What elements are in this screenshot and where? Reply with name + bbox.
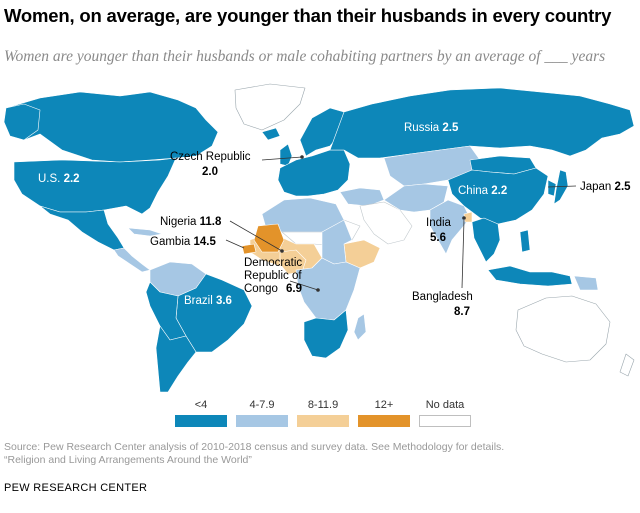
indonesia-shape — [487, 265, 573, 287]
middle-east-shape — [359, 201, 413, 245]
southern-cone-shape — [155, 325, 197, 393]
legend-swatch — [236, 415, 288, 427]
caribbean-shape — [127, 227, 163, 237]
label-gambia: Gambia 14.5 — [150, 236, 216, 248]
legend-label: No data — [425, 399, 465, 411]
world-map: Russia 2.5 Czech Republic 2.0 U.S. 2.2 C… — [3, 83, 635, 393]
bangladesh-marker — [462, 216, 466, 220]
png-shape — [573, 275, 599, 291]
bangladesh-leader-line — [461, 219, 465, 289]
russia-shape — [329, 87, 635, 159]
canada-shape — [5, 91, 219, 163]
uk-shape — [279, 143, 293, 167]
greenland-shape — [234, 83, 306, 131]
gambia-leader-line — [225, 239, 245, 249]
label-czech-value: 2.0 — [202, 166, 218, 178]
west-africa-12plus-shape — [253, 223, 285, 253]
legend-item-4-7: 4-7.9 — [236, 398, 288, 427]
korea-shape — [547, 179, 557, 197]
drc-marker — [316, 288, 320, 292]
japan-shape — [553, 169, 569, 205]
alaska-shape — [3, 103, 41, 141]
label-bangladesh-name: Bangladesh — [412, 291, 473, 303]
legend-swatch — [297, 415, 349, 427]
china-shape — [447, 167, 549, 225]
legend-item-12plus: 12+ — [358, 398, 410, 427]
gambia-shape — [241, 243, 257, 255]
label-bangladesh-value: 8.7 — [454, 306, 470, 318]
legend-swatch — [358, 415, 410, 427]
source-line-2: “Religion and Living Arrangements Around… — [4, 454, 252, 466]
label-nigeria: Nigeria 11.8 — [160, 216, 222, 228]
source-line-1: Source: Pew Research Center analysis of … — [4, 441, 505, 453]
label-russia: Russia 2.5 — [404, 122, 459, 134]
chart-title: Women, on average, are younger than thei… — [4, 5, 612, 26]
southern-africa-shape — [303, 309, 349, 359]
label-drc: Democratic Republic of Congo — [244, 257, 305, 295]
legend-item-nodata: No data — [419, 398, 471, 427]
madagascar-shape — [353, 313, 367, 341]
australia-shape — [515, 295, 611, 363]
central-africa-shape — [295, 257, 361, 321]
japan-leader-line — [547, 185, 577, 188]
iceland-shape — [261, 127, 281, 141]
legend-item-8-11: 8-11.9 — [297, 398, 349, 427]
southeast-asia-shape — [471, 217, 501, 263]
czech-marker — [300, 155, 304, 159]
mexico-shape — [39, 205, 125, 251]
nigeria-leader-line — [229, 220, 283, 252]
philippines-shape — [519, 229, 531, 253]
legend-label: 12+ — [374, 399, 394, 411]
label-india-value: 5.6 — [430, 232, 446, 244]
europe-shape — [277, 149, 351, 197]
nigeria-marker — [280, 249, 284, 253]
legend-label: 4-7.9 — [249, 399, 275, 411]
us-shape — [13, 157, 177, 215]
new-zealand-shape — [619, 353, 635, 377]
label-china: China 2.2 — [458, 185, 507, 197]
source-note: Source: Pew Research Center analysis of … — [4, 441, 636, 467]
central-america-shape — [113, 247, 151, 273]
legend-item-lt4: <4 — [175, 398, 227, 427]
legend-label: <4 — [194, 399, 208, 411]
legend-label: 8-11.9 — [307, 399, 339, 411]
chart-subtitle: Women are younger than their husbands or… — [4, 48, 606, 65]
brand-footer: PEW RESEARCH CENTER — [4, 482, 148, 494]
label-japan: Japan 2.5 — [580, 181, 631, 193]
label-india-name: India — [426, 217, 452, 229]
india-shape — [429, 199, 471, 255]
label-drc-value: 6.9 — [286, 283, 302, 295]
drc-leader-line — [289, 280, 319, 291]
czech-leader-line — [261, 156, 303, 161]
label-brazil: Brazil 3.6 — [184, 295, 232, 307]
label-us: U.S. 2.2 — [38, 173, 80, 185]
legend-swatch — [419, 415, 471, 427]
legend-swatch — [175, 415, 227, 427]
label-czech-name: Czech Republic — [170, 151, 251, 163]
